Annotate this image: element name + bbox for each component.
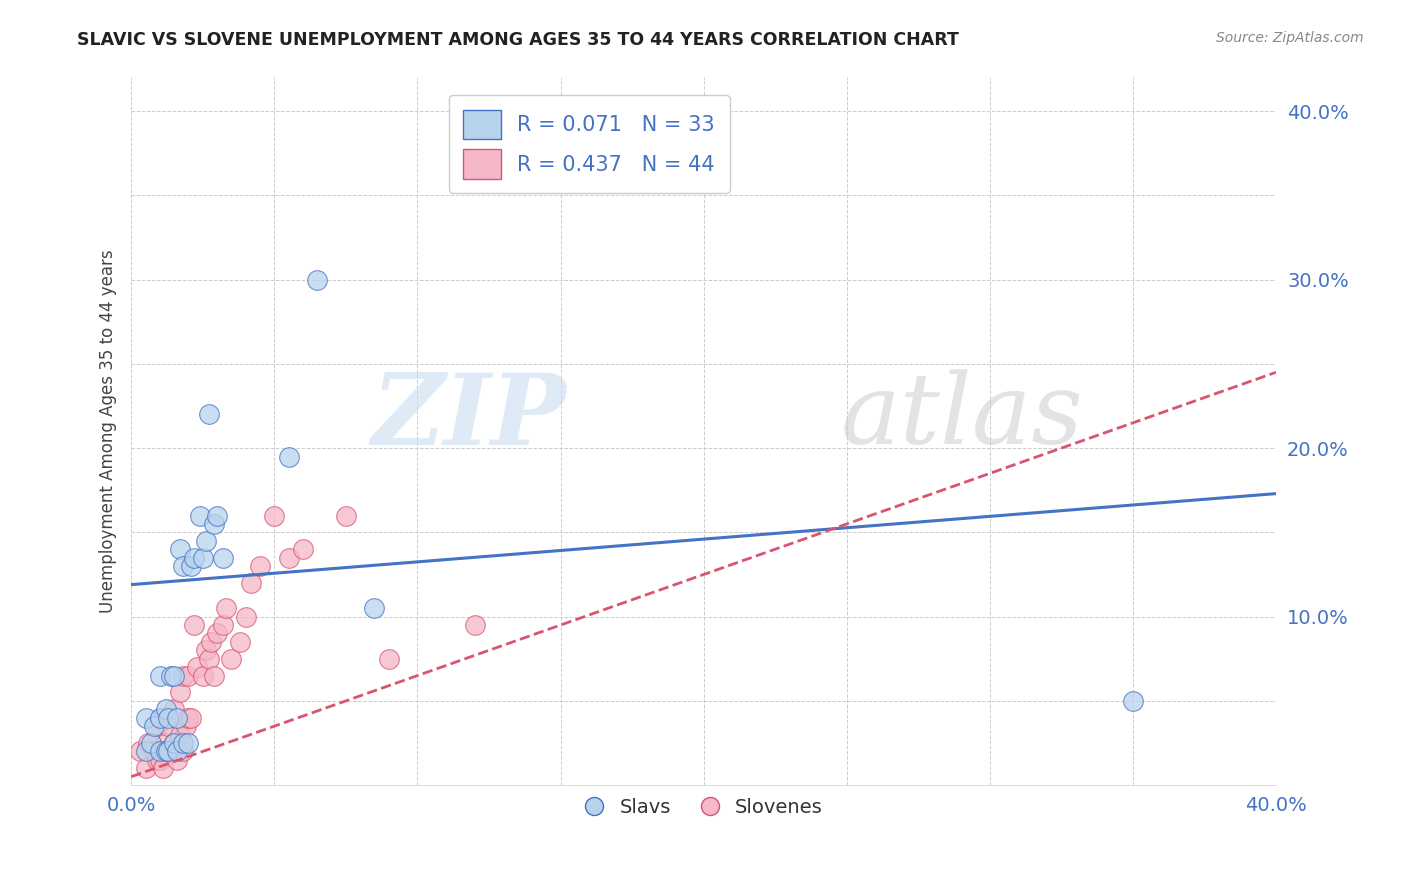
Point: [163, 736, 186, 750]
Point: [211, 618, 233, 632]
Point: [191, 550, 214, 565]
Point: [215, 601, 238, 615]
Point: [163, 668, 186, 682]
Point: [172, 559, 194, 574]
Point: [157, 719, 180, 733]
Point: [235, 609, 257, 624]
Point: [160, 668, 183, 682]
Point: [138, 736, 160, 750]
Point: [172, 668, 194, 682]
Point: [155, 744, 177, 758]
Point: [135, 744, 157, 758]
Point: [166, 744, 188, 758]
Point: [143, 744, 166, 758]
Point: [166, 711, 188, 725]
Point: [202, 516, 225, 531]
Point: [135, 711, 157, 725]
Point: [177, 711, 200, 725]
Text: Source: ZipAtlas.com: Source: ZipAtlas.com: [1216, 31, 1364, 45]
Y-axis label: Unemployment Among Ages 35 to 44 years: Unemployment Among Ages 35 to 44 years: [100, 250, 117, 613]
Point: [464, 618, 486, 632]
Point: [169, 542, 191, 557]
Point: [335, 508, 357, 523]
Point: [155, 736, 177, 750]
Point: [191, 668, 214, 682]
Point: [146, 719, 169, 733]
Point: [183, 618, 205, 632]
Point: [169, 728, 191, 742]
Point: [363, 601, 385, 615]
Point: [277, 550, 299, 565]
Point: [149, 711, 172, 725]
Point: [1122, 694, 1144, 708]
Point: [149, 753, 172, 767]
Point: [378, 652, 401, 666]
Point: [149, 711, 172, 725]
Point: [166, 753, 188, 767]
Point: [155, 702, 177, 716]
Point: [143, 719, 166, 733]
Point: [240, 576, 263, 591]
Point: [157, 744, 180, 758]
Point: [174, 719, 197, 733]
Point: [177, 736, 200, 750]
Text: ZIP: ZIP: [371, 369, 567, 466]
Point: [128, 744, 150, 758]
Point: [249, 559, 271, 574]
Point: [263, 508, 285, 523]
Point: [194, 533, 217, 548]
Point: [169, 685, 191, 699]
Point: [188, 508, 211, 523]
Point: [160, 744, 183, 758]
Point: [291, 542, 314, 557]
Point: [149, 668, 172, 682]
Point: [180, 711, 202, 725]
Point: [186, 660, 208, 674]
Point: [197, 652, 219, 666]
Point: [194, 643, 217, 657]
Point: [146, 753, 169, 767]
Point: [172, 736, 194, 750]
Point: [180, 559, 202, 574]
Point: [229, 635, 252, 649]
Point: [152, 761, 174, 775]
Point: [135, 761, 157, 775]
Legend: Slavs, Slovenes: Slavs, Slovenes: [576, 790, 831, 825]
Point: [183, 550, 205, 565]
Point: [221, 652, 243, 666]
Point: [172, 744, 194, 758]
Point: [157, 711, 180, 725]
Point: [200, 635, 222, 649]
Point: [205, 508, 228, 523]
Point: [149, 744, 172, 758]
Point: [307, 272, 329, 286]
Text: atlas: atlas: [841, 369, 1084, 465]
Point: [163, 702, 186, 716]
Point: [197, 408, 219, 422]
Point: [163, 736, 186, 750]
Point: [202, 668, 225, 682]
Point: [177, 668, 200, 682]
Text: SLAVIC VS SLOVENE UNEMPLOYMENT AMONG AGES 35 TO 44 YEARS CORRELATION CHART: SLAVIC VS SLOVENE UNEMPLOYMENT AMONG AGE…: [77, 31, 959, 49]
Point: [205, 626, 228, 640]
Point: [211, 550, 233, 565]
Point: [277, 450, 299, 464]
Point: [141, 736, 163, 750]
